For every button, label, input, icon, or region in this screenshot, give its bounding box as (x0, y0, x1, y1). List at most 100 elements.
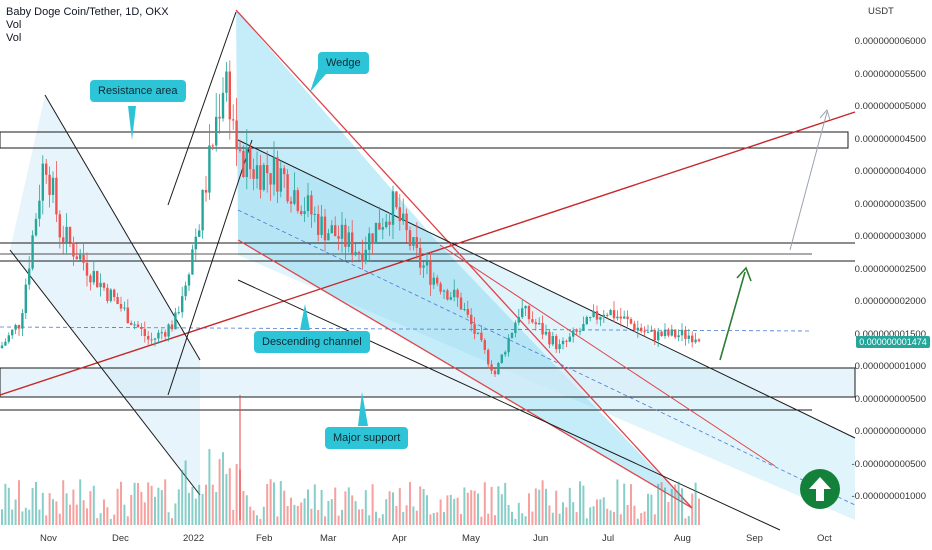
volume-bar (92, 485, 95, 525)
candle-body (65, 226, 68, 243)
candle-body (28, 268, 31, 285)
volume-bar (647, 493, 649, 525)
volume-bar (664, 487, 666, 525)
candle-body (269, 173, 272, 185)
volume-bar (371, 484, 374, 525)
candle-body (232, 119, 235, 121)
rally-line-1[interactable] (167, 11, 237, 206)
candle-body (242, 150, 245, 178)
volume-bar (279, 481, 282, 525)
candle-body (612, 310, 616, 319)
volume-bar (473, 490, 476, 525)
candle-body (344, 224, 347, 247)
candle-body (303, 211, 306, 215)
candle-body (391, 191, 395, 225)
candle-body (493, 370, 497, 375)
candle-body (221, 92, 225, 119)
volume-bar (262, 506, 265, 525)
candle-body (126, 307, 129, 324)
volume-bar (409, 482, 411, 525)
volume-bar (317, 510, 320, 525)
volume-bar (541, 480, 544, 525)
volume-bar (62, 480, 65, 525)
candle-body (279, 168, 282, 192)
target-arrow-grey-head (819, 108, 831, 121)
candle-body (96, 271, 99, 288)
volume-bar (497, 486, 500, 525)
support-pointer (358, 392, 368, 426)
channel-lower-line[interactable] (237, 279, 781, 531)
candle-body (55, 177, 58, 215)
resistance-callout[interactable]: Resistance area (90, 80, 186, 102)
volume-bar (514, 518, 517, 525)
candle-body (116, 297, 119, 305)
candle-body (208, 145, 211, 193)
candle-body (626, 316, 629, 320)
candle-body (72, 242, 75, 257)
wedge-lower-line[interactable] (237, 239, 693, 509)
candle-body (283, 168, 286, 175)
volume-bar (228, 468, 231, 525)
candle-body (113, 289, 116, 298)
candle-body (415, 237, 418, 248)
price-tick: 0.000000001500 (854, 328, 926, 340)
candle-body (170, 324, 174, 330)
volume-bar (534, 488, 537, 525)
candle-body (439, 283, 442, 292)
candle-body (0, 345, 4, 348)
candle-body (385, 221, 388, 228)
descending-callout[interactable]: Descending channel (254, 331, 370, 353)
candle-body (357, 252, 361, 254)
wedge-upper-line[interactable] (235, 9, 693, 509)
candle-body (102, 282, 106, 288)
volume-bar (653, 514, 656, 525)
support-zone[interactable] (0, 367, 856, 398)
volume-bar (137, 483, 139, 525)
channel-upper-line[interactable] (237, 139, 856, 439)
candle-body (106, 287, 109, 302)
left-channel-upper[interactable] (44, 94, 201, 361)
volume-bar (555, 490, 558, 525)
arrow-up-badge[interactable] (800, 469, 840, 509)
chart-title: Baby Doge Coin/Tether, 1D, OKX (6, 6, 169, 18)
vol-label-1: Vol (6, 19, 22, 31)
volume-bar (106, 507, 109, 525)
volume-bar (657, 483, 660, 525)
candle-body (419, 247, 422, 268)
volume-bar (330, 499, 333, 525)
candle-body (531, 319, 534, 323)
date-tick: Nov (40, 533, 57, 544)
candle-body (82, 254, 85, 263)
volume-bar (191, 486, 194, 525)
breakout-arrow (719, 271, 746, 361)
volume-bar (531, 511, 534, 525)
volume-bar (160, 490, 163, 525)
volume-bar (422, 488, 425, 525)
support-callout[interactable]: Major support (325, 427, 409, 449)
wedge-inner-line[interactable] (439, 244, 776, 467)
volume-bar (28, 509, 31, 525)
volume-bar (558, 513, 561, 525)
candle-body (184, 285, 187, 297)
volume-bar (388, 491, 391, 525)
volume-bar (65, 493, 68, 525)
candle-body (680, 329, 684, 336)
volume-bar (361, 509, 364, 525)
resistance-zone[interactable] (0, 131, 849, 149)
candle-body (187, 274, 191, 286)
volume-bar (487, 513, 490, 525)
rally-line-2[interactable] (167, 139, 253, 396)
candle-body (572, 330, 575, 337)
wedge-callout[interactable]: Wedge (318, 52, 369, 74)
left-channel-lower[interactable] (9, 249, 201, 496)
volume-bar (334, 487, 337, 525)
date-tick: Aug (674, 533, 691, 544)
candle-body (487, 349, 490, 365)
volume-bar (89, 491, 92, 525)
candle-body (436, 277, 439, 284)
candle-body (429, 261, 432, 285)
volume-bar (511, 511, 513, 525)
rising-trend-line[interactable] (0, 111, 856, 396)
candle-body (582, 324, 585, 331)
